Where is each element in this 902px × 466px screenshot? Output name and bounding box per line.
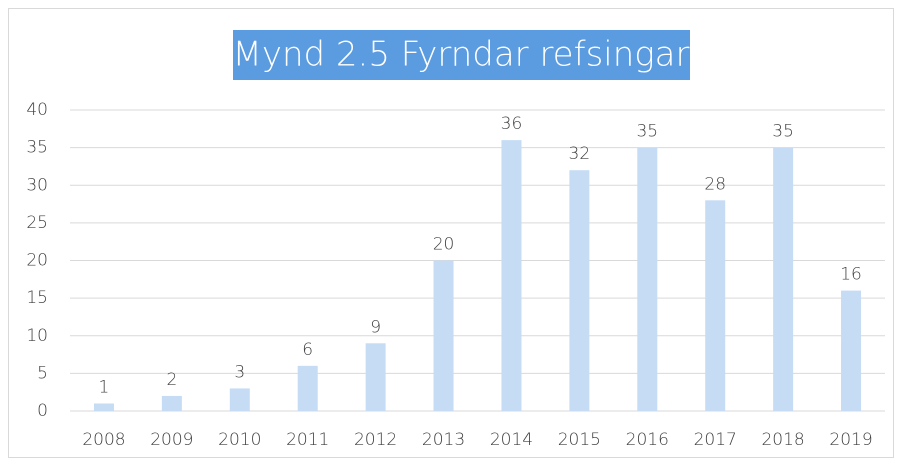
data-label: 28: [704, 174, 726, 194]
data-label: 20: [433, 235, 455, 255]
x-tick-label: 2017: [694, 430, 737, 450]
x-tick-label: 2013: [422, 430, 465, 450]
data-label: 35: [772, 122, 794, 142]
data-label: 2: [166, 370, 177, 390]
x-tick-label: 2014: [490, 430, 533, 450]
bar: [841, 290, 862, 411]
data-label: 35: [636, 122, 658, 142]
y-tick-label: 10: [26, 326, 48, 346]
data-label: 36: [501, 114, 523, 134]
y-tick-label: 5: [37, 363, 48, 383]
y-tick-label: 15: [26, 288, 48, 308]
x-tick-label: 2009: [150, 430, 193, 450]
bar: [569, 170, 590, 411]
y-tick-label: 35: [26, 138, 48, 158]
x-tick-label: 2016: [626, 430, 669, 450]
x-tick-label: 2012: [354, 430, 397, 450]
x-tick-label: 2011: [286, 430, 329, 450]
x-tick-label: 2019: [829, 430, 872, 450]
bar: [501, 140, 522, 411]
y-tick-label: 40: [26, 100, 48, 120]
x-tick-label: 2010: [218, 430, 261, 450]
y-tick-label: 0: [37, 401, 48, 421]
bar: [433, 260, 454, 411]
bar: [705, 200, 726, 411]
y-tick-label: 20: [26, 251, 48, 271]
y-tick-label: 25: [26, 213, 48, 233]
data-label: 3: [234, 362, 245, 382]
bar: [365, 343, 386, 411]
data-label: 6: [302, 340, 313, 360]
bar: [297, 365, 318, 411]
bar: [93, 403, 114, 411]
bar: [637, 147, 658, 411]
bar: [773, 147, 794, 411]
chart-title: Mynd 2.5 Fyrndar refsingar: [232, 35, 689, 75]
bar: [161, 395, 182, 411]
bar: [229, 388, 250, 411]
data-label: 32: [569, 144, 591, 164]
x-tick-label: 2015: [558, 430, 601, 450]
y-tick-label: 30: [26, 175, 48, 195]
x-tick-label: 2018: [761, 430, 804, 450]
data-label: 1: [99, 377, 110, 397]
data-label: 9: [370, 317, 381, 337]
data-label: 16: [840, 265, 862, 285]
title-box: [233, 30, 690, 80]
x-tick-label: 2008: [82, 430, 125, 450]
